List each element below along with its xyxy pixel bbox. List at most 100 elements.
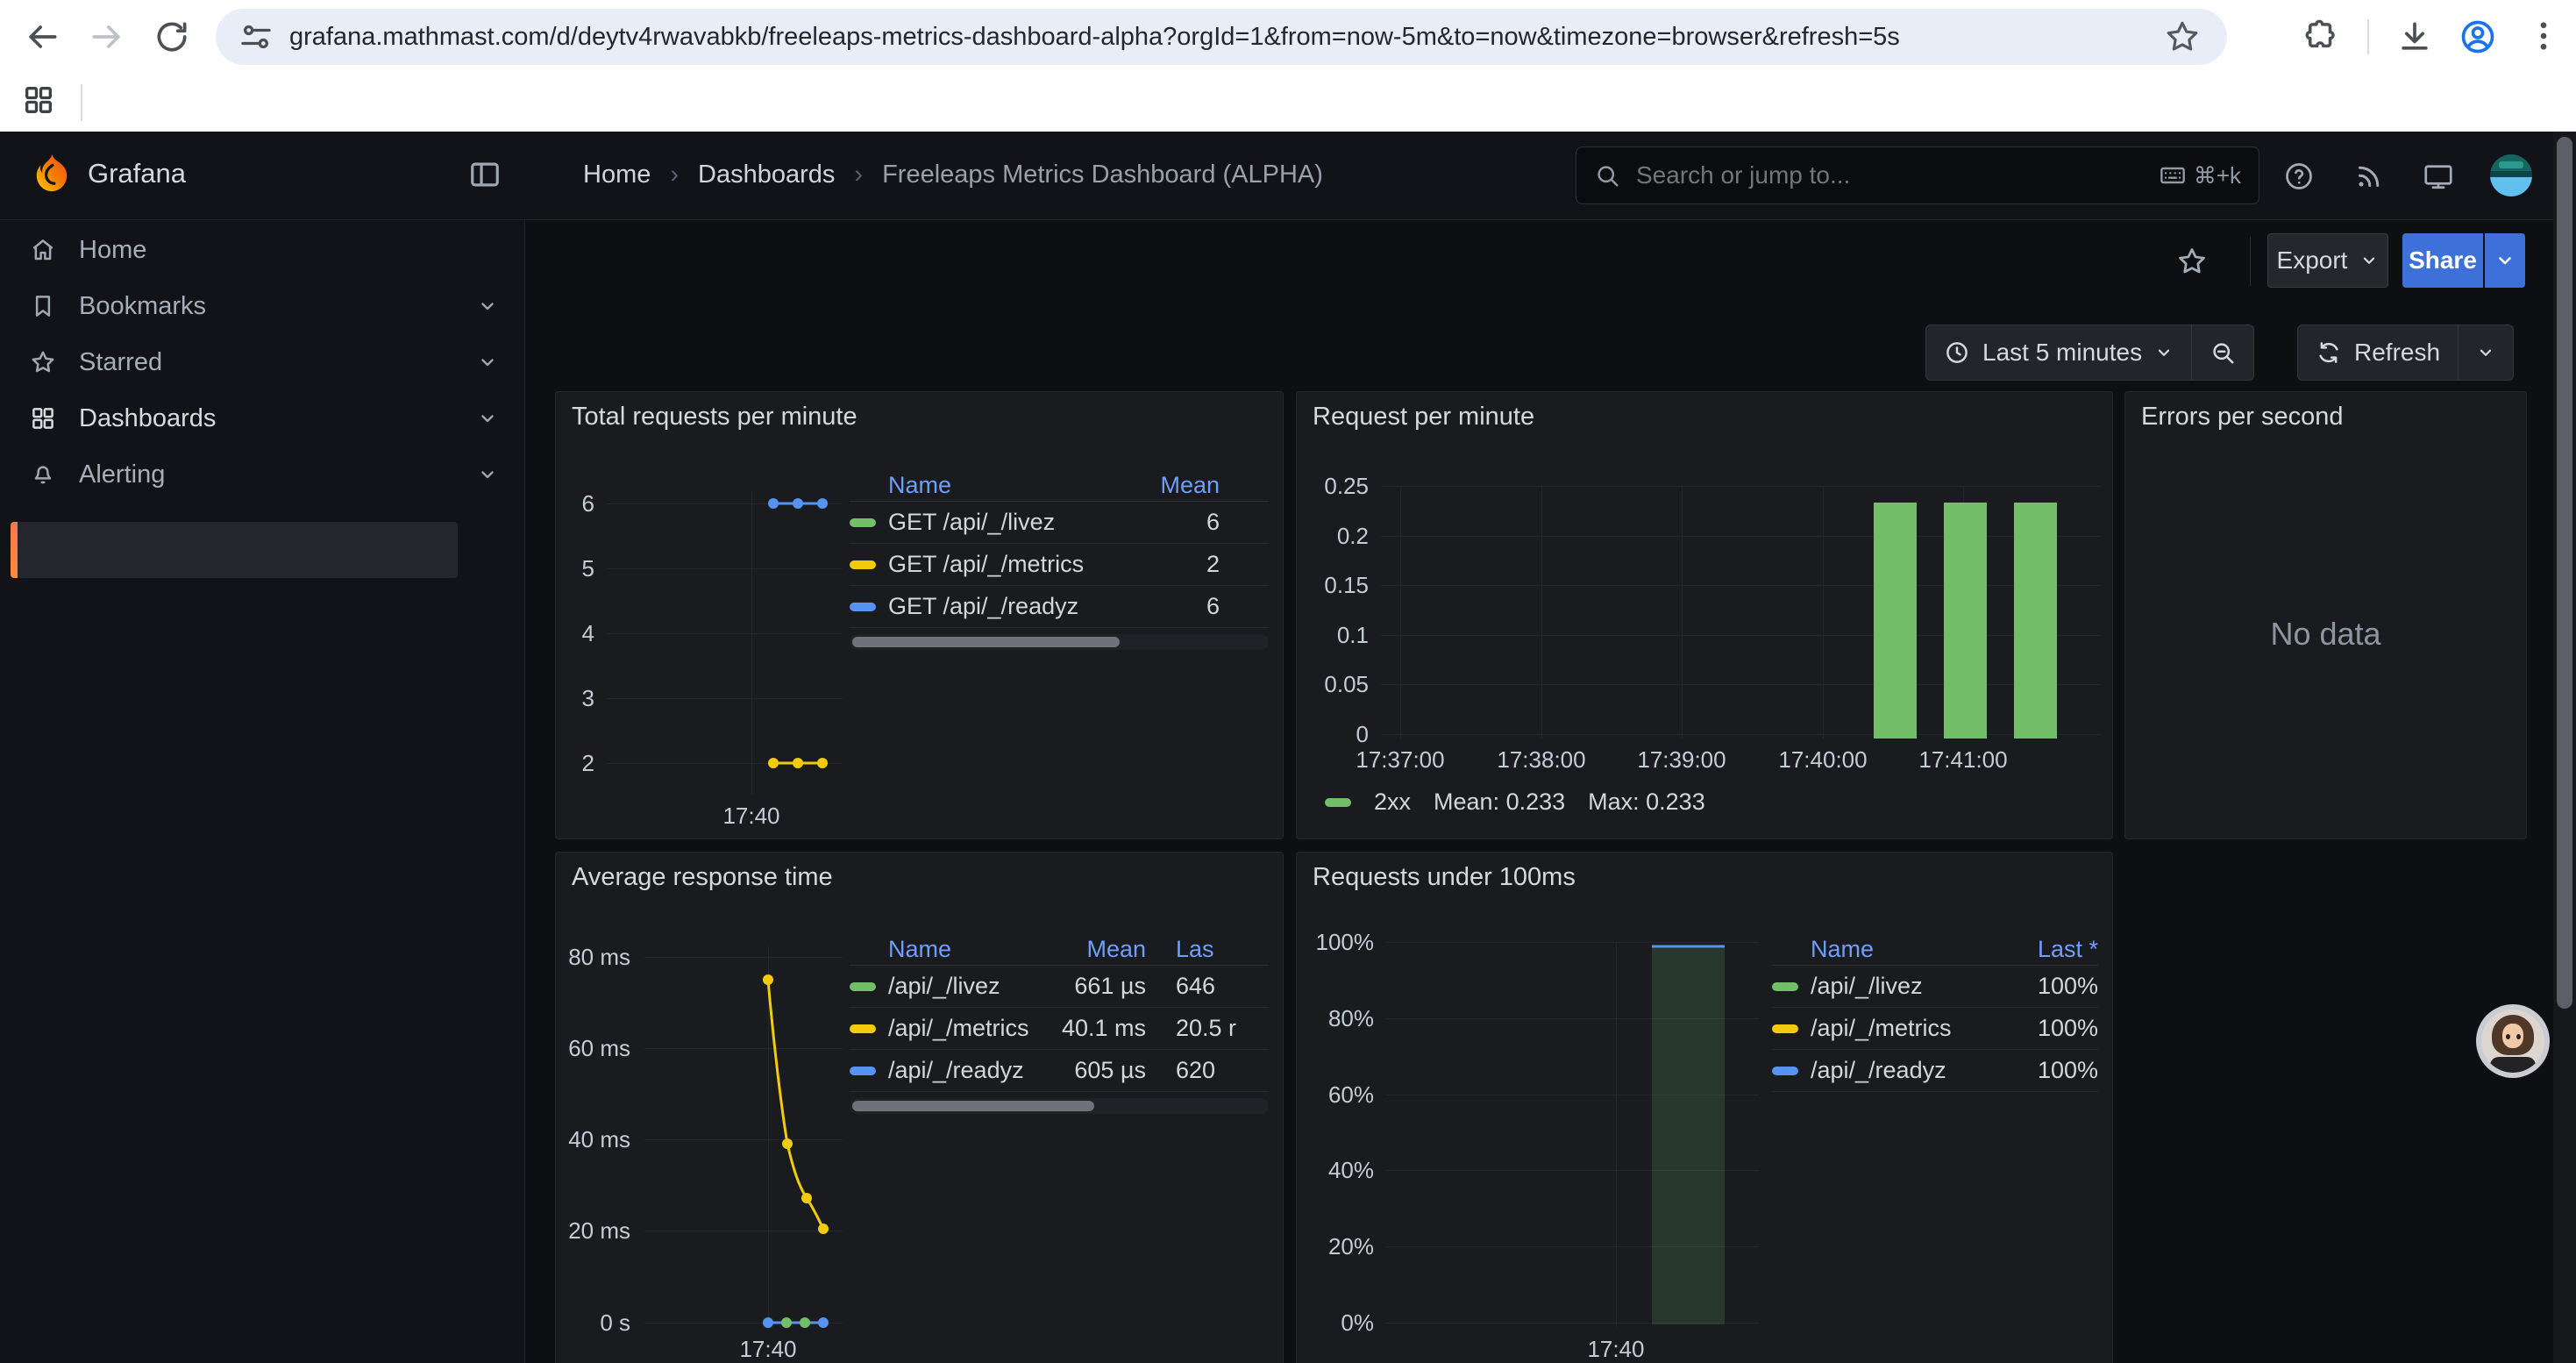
series-name[interactable]: /api/_/metrics: [888, 1015, 1029, 1041]
sidebar-item-alerting[interactable]: Alerting: [0, 446, 524, 503]
page-scrollbar-thumb[interactable]: [2557, 137, 2572, 1009]
y-tick: 0%: [1341, 1309, 1374, 1336]
series-mean: 605 µs: [1074, 1057, 1146, 1083]
toolbar-divider: [2367, 19, 2369, 54]
series-name[interactable]: GET /api/_/livez: [888, 509, 1056, 535]
sidebar-item-label: Starred: [79, 347, 163, 376]
y-tick: 20%: [1327, 1233, 1374, 1260]
breadcrumb-home[interactable]: Home: [583, 161, 651, 189]
y-tick: 80 ms: [568, 944, 630, 970]
profile-icon[interactable]: [2459, 18, 2497, 56]
keyboard-icon: [2159, 161, 2187, 189]
refresh-button[interactable]: Refresh: [2298, 325, 2458, 380]
star-icon: [30, 349, 56, 375]
brand-name[interactable]: Grafana: [88, 158, 187, 189]
series-name[interactable]: 2xx: [1374, 789, 1412, 815]
series-name[interactable]: /api/_/readyz: [888, 1057, 1024, 1083]
search-input-container[interactable]: ⌘+k: [1576, 146, 2259, 204]
zoom-out-icon: [2210, 339, 2236, 366]
series-color-2xx: [1325, 797, 1351, 807]
panel-title[interactable]: Total requests per minute: [572, 403, 857, 431]
series-name[interactable]: /api/_/livez: [1811, 973, 1923, 999]
legend-row: /api/_/readyz 605 µs 620: [850, 1050, 1269, 1092]
grafana-logo[interactable]: [32, 153, 72, 193]
site-settings-icon[interactable]: [238, 19, 274, 54]
chevron-down-icon[interactable]: [477, 352, 498, 373]
y-tick: 0: [1356, 721, 1369, 747]
panel-title[interactable]: Errors per second: [2141, 403, 2344, 431]
legend-header-mean[interactable]: Mean: [1160, 471, 1220, 498]
series-name[interactable]: /api/_/livez: [888, 973, 1000, 999]
assistant-avatar[interactable]: [2476, 1004, 2550, 1078]
legend-row: /api/_/metrics 40.1 ms 20.5 r: [850, 1008, 1269, 1050]
legend-header-name[interactable]: Name: [888, 935, 952, 962]
rss-icon[interactable]: [2353, 161, 2385, 192]
legend-scrollbar-thumb[interactable]: [852, 637, 1120, 647]
sidebar-item-bookmarks[interactable]: Bookmarks: [0, 278, 524, 334]
legend-header-last[interactable]: Las: [1176, 935, 1214, 962]
series-mean: Mean: 0.233: [1434, 789, 1566, 815]
sidebar-item-home[interactable]: Home: [0, 222, 524, 278]
legend: 2xx Mean: 0.233 Max: 0.233: [1325, 789, 1705, 816]
sidebar-item-dashboards[interactable]: Dashboards: [0, 390, 524, 446]
legend-header-last[interactable]: Last *: [2037, 935, 2098, 962]
sidebar-item-starred[interactable]: Starred: [0, 334, 524, 390]
x-tick: 17:40: [1587, 1336, 1645, 1362]
series-color-metrics: [850, 1024, 876, 1033]
legend-scrollbar-thumb[interactable]: [852, 1101, 1094, 1111]
apps-grid-icon[interactable]: [21, 82, 60, 121]
back-icon[interactable]: [23, 18, 61, 56]
forward-icon[interactable]: [88, 18, 126, 56]
y-tick: 3: [581, 685, 594, 711]
favorite-star-icon[interactable]: [2176, 246, 2208, 277]
grafana-sidebar: Grafana Home Bookmarks Starred Dashboard…: [0, 132, 525, 1363]
legend-scrollbar[interactable]: [850, 634, 1269, 650]
url-bar[interactable]: grafana.mathmast.com/d/deytv4rwavabkb/fr…: [216, 9, 2227, 65]
monitor-icon[interactable]: [2423, 161, 2454, 192]
panel-avg-response-time: Average response time 80 ms 60 ms 40 ms …: [555, 852, 1284, 1363]
chevron-down-icon[interactable]: [477, 296, 498, 317]
series-mean: 40.1 ms: [1061, 1015, 1146, 1041]
search-input[interactable]: [1634, 161, 2159, 190]
breadcrumb-dashboards[interactable]: Dashboards: [698, 161, 836, 189]
breadcrumb-separator: ›: [670, 161, 680, 189]
menu-kebab-icon[interactable]: [2525, 18, 2564, 56]
series-name[interactable]: GET /api/_/metrics: [888, 551, 1085, 577]
help-icon[interactable]: [2283, 161, 2315, 192]
chevron-down-icon[interactable]: [477, 464, 498, 485]
chevron-down-icon[interactable]: [477, 408, 498, 429]
zoom-out-button[interactable]: [2192, 325, 2253, 380]
extensions-icon[interactable]: [2302, 18, 2341, 56]
legend-table: Name Mean Las /api/_/livez 661 µs 646 /a…: [850, 933, 1269, 1114]
reload-icon[interactable]: [153, 18, 191, 56]
download-icon[interactable]: [2395, 18, 2434, 56]
y-tick: 0.1: [1336, 622, 1369, 648]
panel-title[interactable]: Average response time: [572, 863, 833, 891]
share-button[interactable]: Share: [2402, 233, 2483, 288]
x-tick: 17:39:00: [1637, 746, 1726, 773]
bookmark-star-icon[interactable]: [2164, 18, 2201, 55]
legend-header-name[interactable]: Name: [1811, 935, 1875, 962]
chevron-down-icon: [2476, 343, 2495, 362]
series-color-livez: [850, 517, 876, 527]
export-button[interactable]: Export: [2267, 233, 2388, 288]
series-name[interactable]: /api/_/readyz: [1811, 1057, 1946, 1083]
series-name[interactable]: GET /api/_/readyz: [888, 593, 1079, 619]
legend-scrollbar[interactable]: [850, 1098, 1269, 1114]
sidebar-item-label: Bookmarks: [79, 291, 207, 320]
avatar-image: [2481, 1010, 2544, 1073]
legend-header-mean[interactable]: Mean: [1086, 935, 1146, 962]
panel-title[interactable]: Request per minute: [1313, 403, 1535, 431]
series-last: 100%: [2037, 1015, 2098, 1041]
share-dropdown-button[interactable]: [2485, 233, 2525, 288]
sidebar-item-label: Dashboards: [79, 403, 217, 432]
header-border: [0, 219, 2576, 220]
series-color-readyz: [850, 602, 876, 611]
series-name[interactable]: /api/_/metrics: [1811, 1015, 1952, 1041]
panel-title[interactable]: Requests under 100ms: [1313, 863, 1576, 891]
refresh-interval-dropdown[interactable]: [2459, 325, 2513, 380]
time-range-picker[interactable]: Last 5 minutes: [1926, 325, 2191, 380]
user-avatar[interactable]: [2490, 154, 2532, 196]
legend-header-name[interactable]: Name: [888, 471, 952, 498]
collapse-sidebar-icon[interactable]: [468, 158, 502, 191]
